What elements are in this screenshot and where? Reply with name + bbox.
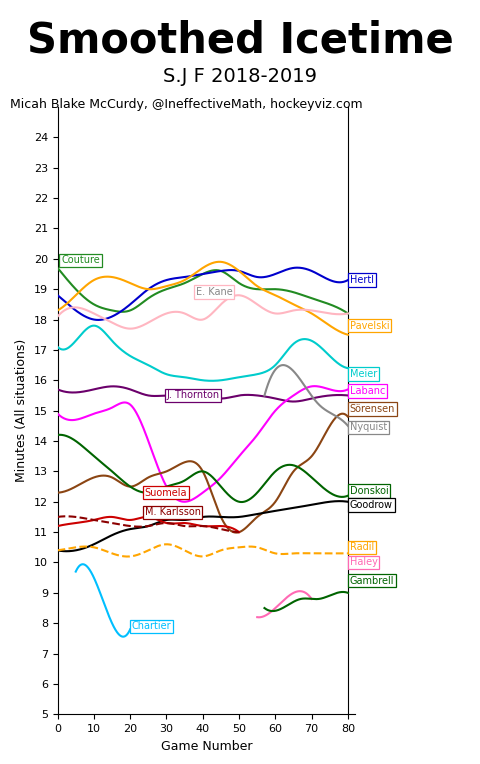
Text: Nyquist: Nyquist [350,422,387,432]
Text: S.J F 2018-2019: S.J F 2018-2019 [163,67,317,86]
Text: Smoothed Icetime: Smoothed Icetime [26,20,454,62]
Text: Pavelski: Pavelski [350,321,389,331]
Text: Couture: Couture [61,255,100,265]
Text: Radil: Radil [350,542,374,552]
Text: Suomela: Suomela [144,487,187,497]
Text: Hertl: Hertl [350,275,374,285]
Text: Haley: Haley [350,558,378,568]
Text: Donskoi: Donskoi [350,486,388,496]
Text: Chartier: Chartier [132,621,172,631]
X-axis label: Game Number: Game Number [161,740,252,753]
Text: J. Thornton: J. Thornton [167,390,220,400]
Text: Labanc: Labanc [350,386,385,396]
Text: Gambrell: Gambrell [350,576,394,586]
Text: E. Kane: E. Kane [195,287,232,297]
Text: Goodrow: Goodrow [350,500,393,510]
Text: M. Karlsson: M. Karlsson [144,507,201,517]
Text: Meier: Meier [350,369,377,379]
Text: Micah Blake McCurdy, @IneffectiveMath, hockeyviz.com: Micah Blake McCurdy, @IneffectiveMath, h… [10,98,362,111]
Y-axis label: Minutes (All situations): Minutes (All situations) [15,339,28,482]
Text: Sörensen: Sörensen [350,404,395,414]
